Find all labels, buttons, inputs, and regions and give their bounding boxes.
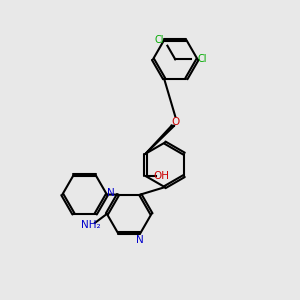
Text: Cl: Cl: [155, 35, 164, 45]
Text: N: N: [136, 235, 144, 245]
Text: O: O: [171, 117, 179, 127]
Text: OH: OH: [153, 171, 169, 181]
Text: Cl: Cl: [197, 54, 207, 64]
Text: N: N: [107, 188, 115, 198]
Text: NH₂: NH₂: [81, 220, 100, 230]
